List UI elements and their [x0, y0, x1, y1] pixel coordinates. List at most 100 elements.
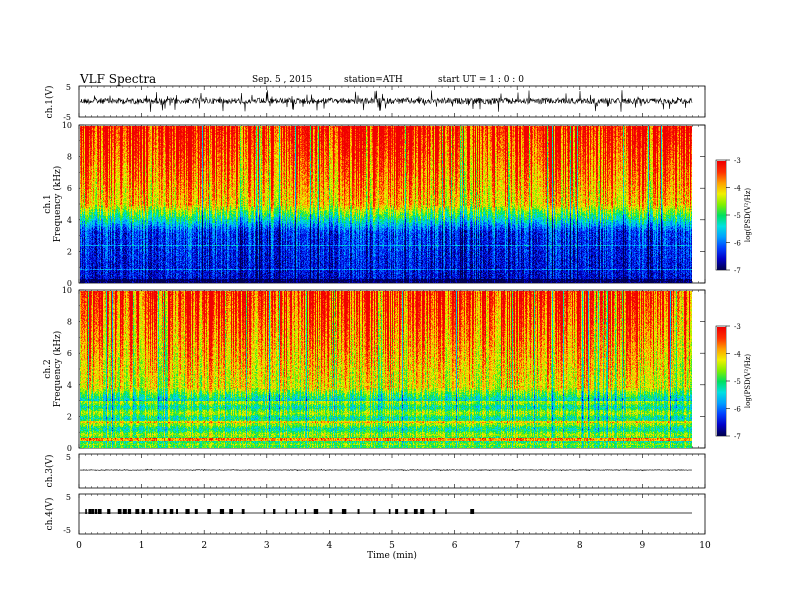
- ch4-pulse: [169, 509, 174, 514]
- ch4-pulse: [135, 509, 140, 514]
- ch4-pulse: [341, 509, 347, 514]
- x-tick-label: 6: [452, 541, 458, 551]
- ch1-wave-ytick-bottom: -5: [63, 113, 71, 122]
- ch4-wave-ylabel: ch.4(V): [44, 498, 55, 531]
- colorbar-tick-label: -4: [734, 185, 741, 193]
- x-axis-label: Time (min): [367, 550, 417, 561]
- ch4-pulse: [85, 509, 87, 514]
- colorbar-tick-label: -3: [734, 157, 741, 165]
- ch4-pulse: [88, 509, 92, 514]
- ch4-pulse: [127, 509, 132, 514]
- freq-tick-label: 0: [67, 279, 72, 288]
- ch1-colorbar: -3 -4 -5 -6 -7 log(PSD(V²/Hz): [715, 157, 752, 275]
- ch4-wave-ytick-top: 5: [66, 493, 71, 502]
- ch4-pulse: [304, 509, 307, 514]
- start-time-label: start UT = 1 : 0 : 0: [438, 75, 524, 85]
- ch4-pulse: [241, 509, 245, 514]
- x-tick-label: 0: [76, 541, 82, 551]
- x-tick-label: 5: [389, 541, 395, 551]
- ch1-colorbar-gradient: [716, 160, 726, 270]
- ch2-colorbar: -3 -4 -5 -6 -7 log(PSD(V²/Hz): [715, 323, 752, 441]
- ch4-pulse: [97, 509, 102, 514]
- ch4-pulse: [185, 509, 190, 514]
- freq-tick-label: 8: [67, 153, 72, 162]
- ch4-pulse: [157, 509, 160, 514]
- ch1-spec-ylabel: Frequency (kHz): [52, 166, 63, 243]
- x-tick-label: 8: [577, 541, 583, 551]
- colorbar-tick-label: -6: [734, 240, 741, 248]
- x-tick-label: 7: [514, 541, 520, 551]
- ch4-pulse: [122, 509, 127, 514]
- ch4-pulse: [176, 509, 178, 514]
- ch2-spec-channel-label: ch.2: [43, 359, 53, 378]
- ch4-pulse: [207, 509, 211, 514]
- freq-tick-label: 2: [67, 412, 72, 421]
- ch4-pulse: [313, 509, 319, 514]
- freq-tick-label: 4: [67, 381, 72, 390]
- x-tick-label: 3: [264, 541, 270, 551]
- ch4-pulse: [149, 509, 153, 514]
- date-label: Sep. 5 , 2015: [252, 75, 312, 85]
- ch4-pulse: [329, 509, 333, 514]
- ch4-pulse: [470, 509, 475, 514]
- x-tick-label: 1: [139, 541, 145, 551]
- ch4-wave-ytick-bottom: -5: [63, 526, 71, 535]
- freq-tick-label: 6: [67, 184, 72, 193]
- ch1-waveform-line: [79, 90, 693, 112]
- ch4-pulse: [94, 509, 98, 514]
- ch4-pulse: [413, 509, 418, 514]
- ch1-spectrogram-image: [80, 126, 692, 283]
- ch4-pulse: [285, 509, 288, 514]
- colorbar-tick-label: -5: [734, 378, 741, 386]
- ch4-pulse: [357, 509, 360, 514]
- figure-title: VLF Spectra: [79, 72, 156, 86]
- station-label: station=ATH: [344, 75, 403, 85]
- ch4-pulse: [404, 509, 408, 514]
- ch4-pulse-group: [85, 509, 475, 514]
- ch4-pulse: [395, 509, 399, 514]
- ch4-pulse: [445, 509, 447, 514]
- ch4-pulse: [273, 509, 276, 514]
- ch2-colorbar-label: log(PSD(V²/Hz): [744, 354, 752, 409]
- ch4-pulse: [263, 509, 266, 514]
- colorbar-tick-label: -7: [734, 433, 741, 441]
- freq-tick-label: 10: [62, 286, 72, 295]
- ch1-spec-channel-label: ch.1: [43, 194, 53, 213]
- ch4-pulse: [294, 509, 297, 514]
- ch1-wave-ytick-top: 5: [66, 83, 71, 92]
- x-tick-label: 10: [699, 541, 711, 551]
- ch3-wave-panel: ch.3(V) 5: [44, 453, 706, 489]
- ch3-wave-ytick-top: 5: [66, 453, 71, 462]
- ch4-pulse: [388, 509, 391, 514]
- ch2-colorbar-gradient: [716, 326, 726, 436]
- ch4-pulse: [141, 509, 145, 514]
- colorbar-tick-label: -5: [734, 212, 741, 220]
- ch4-pulse: [91, 509, 95, 514]
- ch3-wave-ylabel: ch.3(V): [44, 455, 55, 488]
- x-tick-label: 4: [327, 541, 333, 551]
- colorbar-tick-label: -4: [734, 351, 741, 359]
- ch4-pulse: [107, 509, 111, 514]
- ch4-wave-panel: ch.4(V) 5 -5: [44, 493, 706, 535]
- ch4-pulse: [117, 509, 122, 514]
- ch3-wave-frame: [78, 453, 706, 489]
- freq-tick-label: 8: [67, 318, 72, 327]
- ch2-spec-ylabel: Frequency (kHz): [52, 331, 63, 408]
- ch3-waveform-line: [79, 468, 693, 472]
- ch1-colorbar-label: log(PSD(V²/Hz): [744, 188, 752, 243]
- ch4-pulse: [194, 509, 198, 514]
- freq-tick-label: 10: [62, 121, 72, 130]
- colorbar-tick-label: -3: [734, 323, 741, 331]
- ch4-pulse: [219, 509, 225, 514]
- freq-tick-label: 0: [67, 444, 72, 453]
- ch4-pulse: [432, 509, 436, 514]
- freq-tick-label: 2: [67, 247, 72, 256]
- x-tick-label: 2: [201, 541, 207, 551]
- colorbar-tick-label: -7: [734, 267, 741, 275]
- ch4-pulse: [229, 509, 234, 514]
- freq-tick-label: 6: [67, 349, 72, 358]
- ch1-wave-ylabel: ch.1(V): [44, 86, 55, 119]
- ch4-pulse: [373, 509, 376, 514]
- ch4-pulse: [420, 509, 425, 514]
